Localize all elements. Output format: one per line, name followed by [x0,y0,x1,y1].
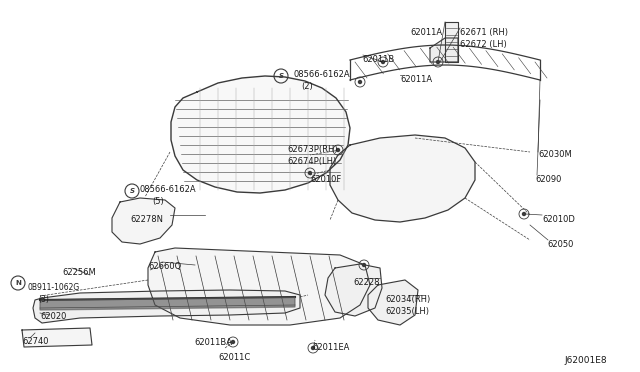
Circle shape [362,263,365,266]
Text: 62020: 62020 [40,312,67,321]
Polygon shape [40,297,295,310]
Polygon shape [445,22,458,62]
Polygon shape [330,135,475,222]
Text: 62090: 62090 [535,175,561,184]
Polygon shape [112,198,175,244]
Text: 62011BA: 62011BA [194,338,232,347]
Polygon shape [33,290,300,323]
Circle shape [337,148,339,151]
Polygon shape [430,38,458,62]
Circle shape [358,80,362,83]
Text: J62001E8: J62001E8 [564,356,607,365]
Text: 62672 (LH): 62672 (LH) [460,40,507,49]
Text: (3): (3) [38,295,49,304]
Text: 62011A: 62011A [400,75,432,84]
Text: 62034(RH): 62034(RH) [385,295,430,304]
Text: (2): (2) [301,82,313,91]
Text: 62228: 62228 [353,278,380,287]
Text: S: S [129,188,134,194]
Text: 62011A: 62011A [410,28,442,37]
Text: 62278N: 62278N [130,215,163,224]
Polygon shape [148,248,370,325]
Circle shape [522,212,525,215]
Text: 62010D: 62010D [542,215,575,224]
Polygon shape [171,76,350,193]
Circle shape [381,61,385,64]
Text: 62660Q: 62660Q [148,262,181,271]
Text: 62011C: 62011C [218,353,250,362]
Circle shape [232,340,234,343]
Circle shape [308,171,312,174]
Text: N: N [15,280,21,286]
Text: 62011EA: 62011EA [312,343,349,352]
Text: 62050: 62050 [547,240,573,249]
Polygon shape [325,264,382,316]
Polygon shape [368,280,418,325]
Circle shape [436,61,440,64]
Text: 62011B: 62011B [362,55,394,64]
Circle shape [312,346,314,350]
Text: (5): (5) [152,197,164,206]
Text: 62030M: 62030M [538,150,572,159]
Polygon shape [22,328,92,347]
Text: 62740: 62740 [22,337,49,346]
Text: 62010F: 62010F [310,175,341,184]
Text: 08566-6162A: 08566-6162A [140,185,196,194]
Text: 08566-6162A: 08566-6162A [294,70,351,79]
Text: 62671 (RH): 62671 (RH) [460,28,508,37]
Text: 62674P(LH): 62674P(LH) [287,157,336,166]
Text: 0B911-1062G: 0B911-1062G [28,283,80,292]
Text: 62256M: 62256M [62,268,96,277]
Text: S: S [278,73,284,79]
Text: 62673P(RH): 62673P(RH) [287,145,338,154]
Text: 62035(LH): 62035(LH) [385,307,429,316]
